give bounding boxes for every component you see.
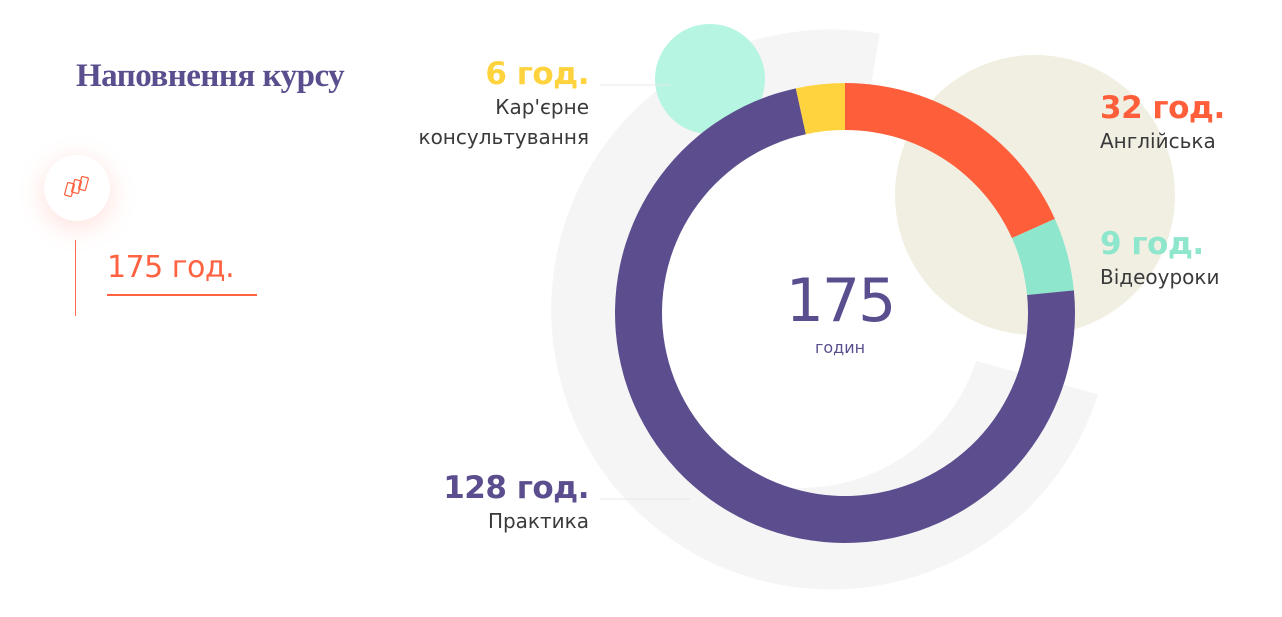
donut-slice (795, 83, 845, 135)
career-value: 6 год. (485, 56, 589, 92)
career-name-line2: консультування (418, 125, 589, 149)
slice-label-english: 32 год. Англійська (1100, 90, 1225, 156)
page-title: Наповнення курсу (76, 58, 345, 94)
english-name: Англійська (1100, 129, 1216, 153)
cards-badge (44, 155, 110, 221)
donut-center-total: 175 (785, 266, 897, 336)
video-name: Відеоуроки (1100, 265, 1220, 289)
summary-divider (75, 240, 76, 316)
donut-center-unit: годин (814, 338, 866, 357)
slice-label-practice: 128 год. Практика (443, 470, 589, 536)
total-hours-label: 175 год. (107, 250, 235, 285)
decor-mint-circle (655, 24, 765, 134)
practice-name: Практика (487, 509, 589, 533)
cards-icon (64, 175, 89, 198)
donut-slices (614, 83, 1075, 544)
total-hours-underline (107, 294, 257, 296)
donut-slice (845, 83, 1055, 239)
video-value: 9 год. (1100, 226, 1204, 262)
career-name-line1: Кар'єрне (495, 95, 589, 119)
donut-slice (1011, 218, 1074, 295)
english-value: 32 год. (1100, 90, 1225, 126)
practice-value: 128 год. (443, 470, 589, 506)
slice-label-career: 6 год. Кар'єрне консультування (418, 56, 589, 152)
slice-label-video: 9 год. Відеоуроки (1100, 226, 1220, 292)
